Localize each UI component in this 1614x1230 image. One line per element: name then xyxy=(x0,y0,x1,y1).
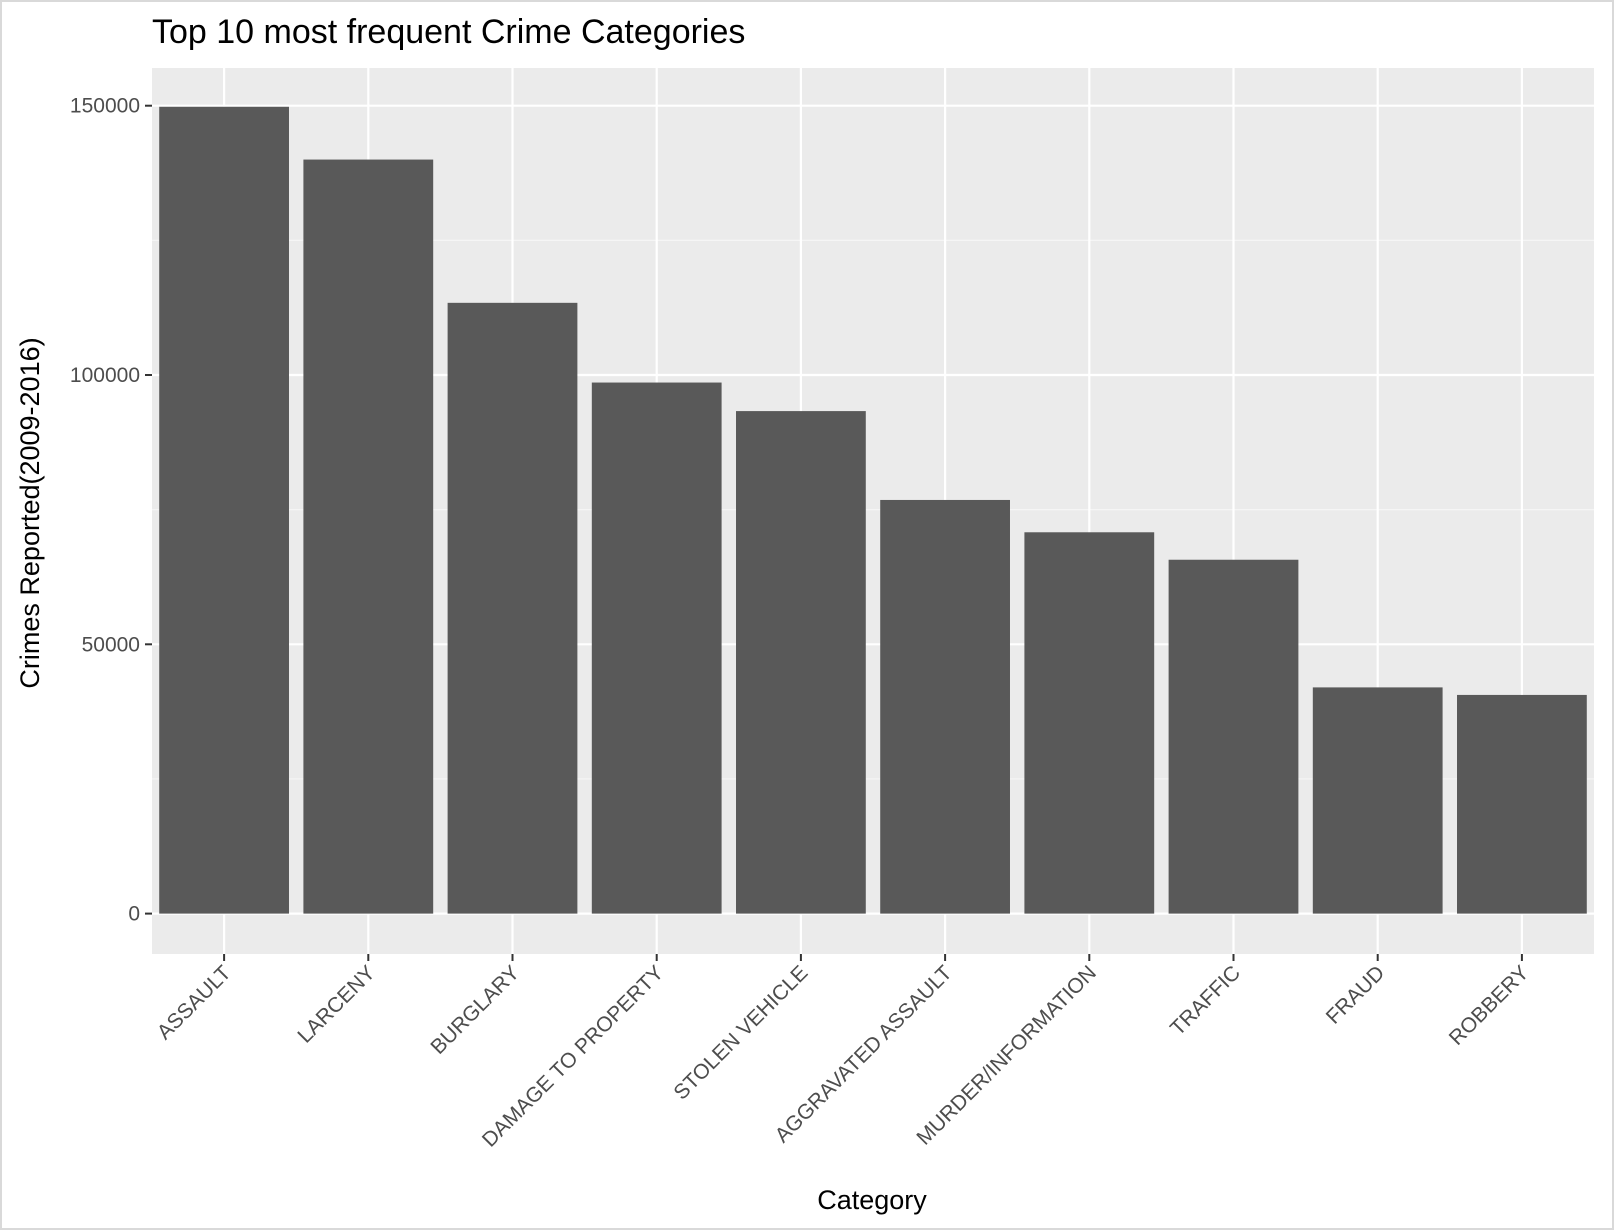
bar-stolen-vehicle xyxy=(736,411,866,914)
x-tick-label: STOLEN VEHICLE xyxy=(669,961,812,1104)
y-tick-label: 100000 xyxy=(70,364,140,387)
bar-aggravated-assault xyxy=(880,499,1010,914)
x-tick-label: TRAFFIC xyxy=(1166,961,1245,1040)
y-axis-title: Crimes Reported(2009-2016) xyxy=(15,337,45,688)
bar-larceny xyxy=(303,159,434,914)
bar-fraud xyxy=(1312,687,1443,914)
y-tick-label: 50000 xyxy=(82,633,140,656)
x-tick-label: FRAUD xyxy=(1322,961,1389,1028)
bar-assault xyxy=(159,106,289,914)
y-tick-label: 150000 xyxy=(70,95,140,118)
y-axis: 0 50000 100000 150000 xyxy=(70,95,152,926)
bar-burglary xyxy=(447,302,578,914)
x-axis-title: Category xyxy=(817,1185,927,1215)
x-tick-label: BURGLARY xyxy=(426,961,524,1059)
bar-robbery xyxy=(1457,694,1587,914)
bar-damage-to-property xyxy=(591,382,722,914)
x-tick-label: ASSAULT xyxy=(153,961,236,1044)
chart-title: Top 10 most frequent Crime Categories xyxy=(152,13,745,51)
x-tick-label: ROBBERY xyxy=(1445,961,1534,1050)
bar-traffic xyxy=(1168,559,1299,914)
x-tick-label: LARCENY xyxy=(293,961,379,1047)
bars xyxy=(159,106,1587,914)
bar-murder-information xyxy=(1024,532,1155,914)
y-tick-label: 0 xyxy=(128,903,140,926)
